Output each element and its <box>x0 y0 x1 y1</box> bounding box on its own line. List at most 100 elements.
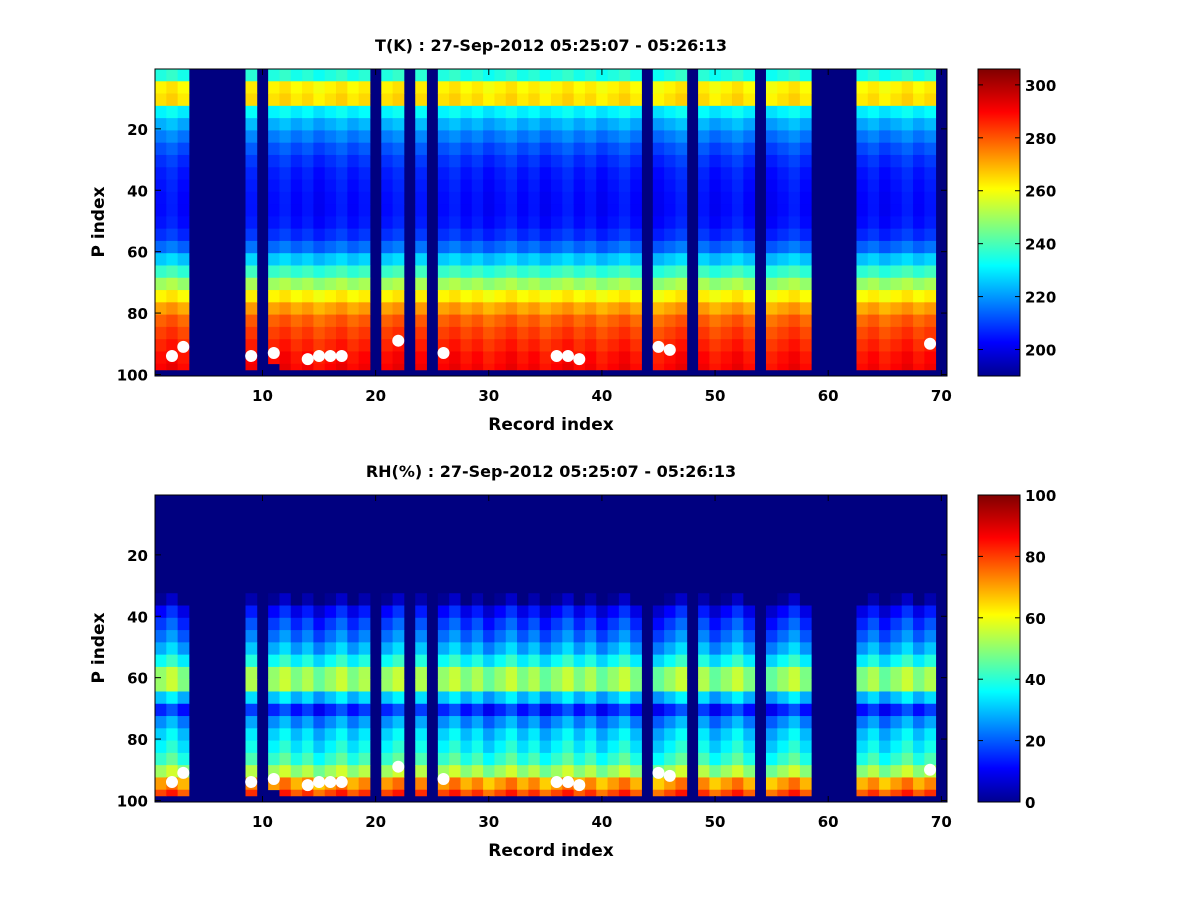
heatmap-cell <box>505 752 518 766</box>
heatmap-cell <box>562 740 575 754</box>
heatmap-cell <box>743 728 756 741</box>
heatmap-cell <box>415 666 427 680</box>
heatmap-cell <box>358 654 371 668</box>
heatmap-cell <box>471 204 484 217</box>
heatmap-cell <box>347 253 360 266</box>
marker-point <box>573 779 586 792</box>
heatmap-cell <box>799 277 812 291</box>
heatmap-cell <box>924 728 937 741</box>
heatmap-cell <box>743 703 756 717</box>
heatmap-cell <box>743 339 756 352</box>
heatmap-cell <box>562 130 575 144</box>
y-tick-label: 80 <box>127 305 148 323</box>
heatmap-cell <box>324 716 337 729</box>
heatmap-cell <box>720 752 733 766</box>
heatmap-cell <box>652 81 665 94</box>
heatmap-cell <box>720 679 733 692</box>
heatmap-cell <box>166 544 179 557</box>
heatmap-cell <box>890 716 903 729</box>
heatmap-cell <box>777 142 789 156</box>
heatmap-cell <box>573 314 586 328</box>
heatmap-cell <box>517 253 529 266</box>
heatmap-cell <box>471 765 484 778</box>
colorbar-tick-label: 80 <box>1025 548 1046 566</box>
heatmap-cell <box>539 69 552 82</box>
heatmap-cell <box>664 130 676 144</box>
heatmap-cell <box>415 654 427 668</box>
heatmap-cell <box>573 789 586 797</box>
heatmap-cell <box>879 789 891 797</box>
heatmap-cell <box>596 630 608 643</box>
heatmap-cell <box>358 568 371 582</box>
heatmap-cell <box>313 142 326 156</box>
heatmap-cell <box>494 69 507 82</box>
heatmap-cell <box>630 703 642 717</box>
heatmap-cell <box>890 617 903 631</box>
heatmap-cell <box>279 666 292 680</box>
heatmap-cell <box>483 363 495 371</box>
heatmap-cell <box>913 154 925 168</box>
heatmap-cell <box>392 716 405 729</box>
heatmap-cell <box>392 679 405 692</box>
heatmap-cell <box>471 216 484 230</box>
heatmap-cell <box>460 118 473 131</box>
heatmap-cell <box>392 556 405 570</box>
heatmap-cell <box>437 142 450 156</box>
heatmap-cell <box>664 240 676 254</box>
heatmap-cell <box>596 93 608 107</box>
heatmap-cell <box>664 302 676 315</box>
heatmap-cell <box>437 605 450 619</box>
heatmap-cell <box>290 617 303 631</box>
heatmap-cell <box>607 179 620 193</box>
heatmap-cell <box>471 142 484 156</box>
heatmap-cell <box>765 703 778 717</box>
heatmap-cell <box>290 495 303 508</box>
heatmap-cell <box>743 363 756 371</box>
heatmap-cell <box>539 339 552 352</box>
heatmap-cell <box>890 654 903 668</box>
heatmap-cell <box>358 703 371 717</box>
heatmap-cell <box>732 179 744 193</box>
heatmap-cell <box>460 666 473 680</box>
heatmap-cell <box>471 654 484 668</box>
heatmap-cell <box>358 691 371 705</box>
heatmap-cell <box>618 93 631 107</box>
heatmap-cell <box>313 740 326 754</box>
heatmap-cell <box>471 617 484 631</box>
heatmap-cell <box>562 531 575 545</box>
heatmap-cell <box>675 654 688 668</box>
heatmap-cell <box>528 363 541 371</box>
heatmap-cell <box>415 265 427 279</box>
heatmap-cell <box>449 228 461 242</box>
heatmap-cell <box>607 740 620 754</box>
heatmap-cell <box>302 495 314 508</box>
heatmap-cell <box>901 777 914 791</box>
marker-point <box>924 763 937 776</box>
heatmap-cell <box>336 69 348 82</box>
heatmap-cell <box>709 777 722 791</box>
heatmap-cell <box>664 81 676 94</box>
heatmap-cell <box>596 728 608 741</box>
heatmap-cell <box>890 765 903 778</box>
heatmap-cell <box>630 69 642 82</box>
heatmap-cell <box>336 118 348 131</box>
heatmap-cell <box>856 253 869 266</box>
heatmap-cell <box>924 716 937 729</box>
heatmap-cell <box>743 556 756 570</box>
heatmap-cell <box>867 519 880 533</box>
heatmap-cell <box>709 118 722 131</box>
heatmap-cell <box>630 544 642 557</box>
heatmap-cell <box>630 519 642 533</box>
heatmap-cell <box>268 752 280 766</box>
heatmap-cell <box>155 642 167 656</box>
heatmap-cell <box>460 789 473 797</box>
heatmap-cell <box>901 253 914 266</box>
heatmap-cell <box>347 593 360 606</box>
heatmap-cell <box>675 191 688 205</box>
heatmap-cell <box>471 752 484 766</box>
heatmap-cell <box>358 765 371 778</box>
heatmap-cell <box>652 240 665 254</box>
heatmap-cell <box>652 728 665 741</box>
heatmap-cell <box>290 593 303 606</box>
heatmap-cell <box>901 691 914 705</box>
